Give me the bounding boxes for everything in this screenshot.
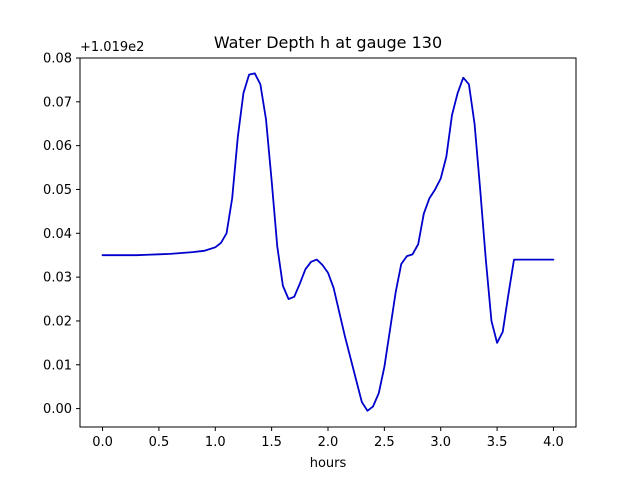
x-tick-label: 1.0 xyxy=(205,435,226,450)
y-tick-label: 0.05 xyxy=(43,183,72,198)
x-tick-label: 0.0 xyxy=(92,435,113,450)
y-tick-label: 0.08 xyxy=(43,52,72,67)
y-tick-label: 0.02 xyxy=(43,314,72,329)
y-tick-label: 0.04 xyxy=(43,227,72,242)
y-tick-label: 0.01 xyxy=(43,358,72,373)
x-tick-label: 2.5 xyxy=(374,435,395,450)
x-tick-label: 2.0 xyxy=(318,435,339,450)
y-tick-label: 0.07 xyxy=(43,95,72,110)
y-tick-label: 0.06 xyxy=(43,139,72,154)
y-ticks: 0.00 0.01 0.02 0.03 0.04 0.05 0.06 0.07 0.08 xyxy=(43,52,80,417)
chart-title: Water Depth h at gauge 130 xyxy=(214,33,442,52)
x-tick-label: 4.0 xyxy=(543,435,564,450)
y-axis-offset-label: +1.019e2 xyxy=(80,40,144,55)
x-ticks: 0.0 0.5 1.0 1.5 2.0 2.5 3.0 3.5 4.0 xyxy=(92,427,564,450)
y-tick-label: 0.00 xyxy=(43,402,72,417)
x-tick-label: 3.0 xyxy=(430,435,451,450)
y-tick-label: 0.03 xyxy=(43,271,72,286)
series-layer xyxy=(101,72,555,412)
x-axis-label: hours xyxy=(310,456,347,471)
x-tick-label: 1.5 xyxy=(261,435,282,450)
plot-area xyxy=(80,58,576,427)
x-tick-label: 3.5 xyxy=(487,435,508,450)
x-tick-label: 0.5 xyxy=(149,435,170,450)
series-line-0 xyxy=(101,72,555,412)
